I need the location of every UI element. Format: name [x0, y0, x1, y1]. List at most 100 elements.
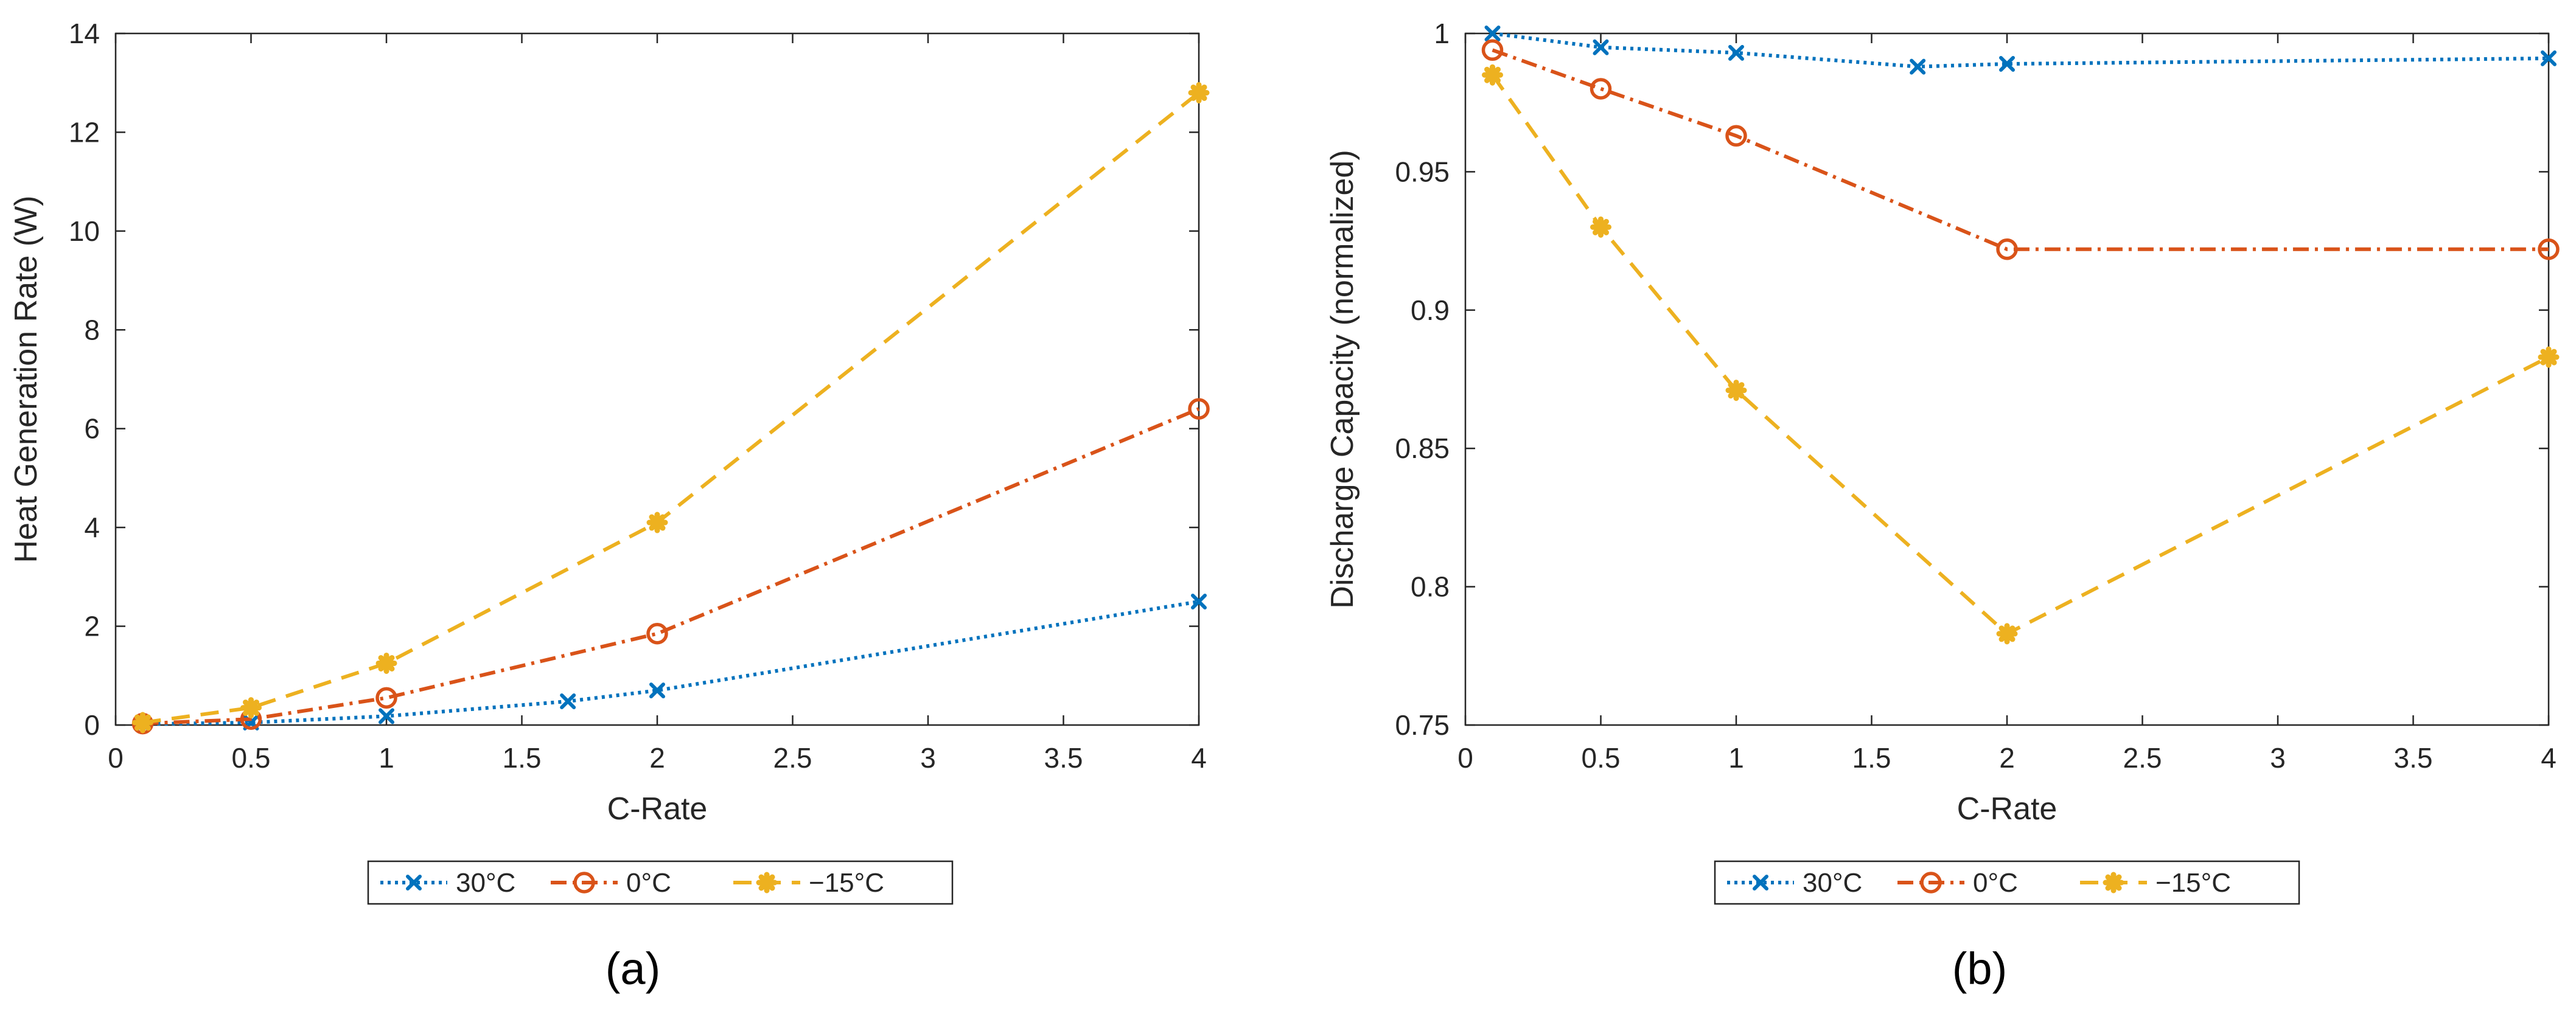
data-point: [1482, 64, 1503, 86]
data-point: [375, 652, 397, 674]
series-line: [1491, 74, 2550, 636]
data-point: [1725, 125, 1747, 147]
data-point: [646, 512, 668, 533]
series-line: [142, 600, 1199, 726]
data-point: [1996, 623, 2018, 645]
legend-label: 0°C: [626, 868, 671, 898]
data-point: [375, 687, 397, 709]
data-point: [1188, 398, 1210, 420]
x-tick-label: 0: [1457, 742, 1473, 774]
data-point: [1999, 56, 2015, 72]
legend-label: −15°C: [809, 868, 884, 898]
y-tick-label: 2: [84, 611, 100, 642]
legend-marker: [1920, 872, 1942, 894]
x-tick-label: 1.5: [503, 742, 542, 774]
data-point: [1910, 58, 1926, 75]
data-point: [1188, 82, 1210, 103]
legend-entry: 30°C: [380, 868, 515, 898]
legend-marker: [1753, 875, 1768, 890]
legend-entry: 0°C: [551, 868, 671, 898]
legend-box: [367, 860, 954, 905]
y-tick-label: 0.75: [1395, 709, 1450, 741]
x-tick-label: 3: [2270, 742, 2286, 774]
x-tick-label: 3.5: [2394, 742, 2433, 774]
x-tick-label: 2: [1999, 742, 2015, 774]
legend: 30°C 0°C −15°C: [367, 860, 954, 905]
data-point: [1996, 238, 2018, 260]
x-tick-label: 2.5: [773, 742, 812, 774]
y-tick-label: 0: [84, 709, 100, 741]
y-tick-label: 0.9: [1411, 294, 1450, 326]
series-line: [1492, 32, 2549, 69]
data-point: [560, 693, 576, 710]
legend-label: 0°C: [1973, 868, 2018, 898]
y-axis-label: Heat Generation Rate (W): [9, 195, 44, 563]
y-tick-label: 0.85: [1395, 432, 1450, 464]
legend-label: 30°C: [1803, 868, 1862, 898]
y-tick-label: 0.95: [1395, 156, 1450, 187]
chart-panel-b: 0 0.5 1 1.5 2 2.5 3 3.5 4 0.75 0.8 0.85 0.9 0.95 1 C-Ra…: [1325, 18, 2560, 994]
series-30c: [1484, 26, 2557, 75]
legend-entry: 0°C: [1897, 868, 2018, 898]
x-tick-label: 4: [1191, 742, 1207, 774]
data-point: [649, 682, 665, 699]
legend-marker: [756, 872, 778, 894]
series-line: [142, 407, 1200, 726]
legend-entry: −15°C: [733, 868, 884, 898]
data-point: [1590, 216, 1611, 238]
data-point: [1191, 593, 1207, 609]
data-point: [646, 623, 668, 645]
legend-marker: [573, 872, 595, 894]
x-tick-label: 1: [379, 742, 394, 774]
y-tick-label: 1: [1434, 18, 1450, 49]
x-tick-label: 0.5: [232, 742, 271, 774]
x-tick-label: 0: [108, 742, 124, 774]
x-axis-label: C-Rate: [607, 791, 708, 827]
y-tick-label: 10: [69, 215, 100, 247]
x-tick-label: 0.5: [1582, 742, 1621, 774]
plot-area: [114, 32, 1200, 726]
legend-marker: [406, 875, 422, 890]
data-point: [240, 697, 262, 719]
series-line: [1492, 48, 2549, 251]
data-point: [1593, 39, 1609, 55]
data-point: [1590, 78, 1612, 100]
chart-panel-a: 0 0.5 1 1.5 2 2.5 3 3.5 4 0 2 4 6 8 10 12 14 C-Rate Heat G…: [9, 18, 1210, 994]
x-tick-label: 3.5: [1044, 742, 1083, 774]
x-axis-label: C-Rate: [1957, 791, 2058, 827]
data-point: [379, 708, 394, 724]
series-minus15c: [132, 82, 1210, 734]
data-point: [1725, 380, 1747, 401]
legend-label: −15°C: [2155, 868, 2231, 898]
x-tick-label: 3: [920, 742, 936, 774]
x-tick-label: 2.5: [2123, 742, 2162, 774]
y-tick-label: 8: [84, 314, 100, 345]
legend-marker: [2103, 872, 2124, 894]
y-tick-label: 6: [84, 413, 100, 445]
panel-caption: (b): [1952, 943, 2007, 994]
x-tick-label: 4: [2541, 742, 2557, 774]
legend: 30°C 0°C −15°C: [1714, 860, 2300, 905]
legend-entry: −15°C: [2080, 868, 2231, 898]
data-point: [2541, 50, 2557, 66]
series-0c: [1481, 39, 2560, 260]
y-axis-label: Discharge Capacity (normalized): [1325, 150, 1360, 608]
data-point: [132, 712, 153, 734]
legend-label: 30°C: [456, 868, 515, 898]
y-tick-label: 4: [84, 512, 100, 543]
y-tick-label: 12: [69, 116, 100, 148]
data-point: [2538, 238, 2560, 260]
y-tick-label: 14: [69, 18, 100, 49]
series-minus15c: [1482, 64, 2560, 645]
data-point: [2538, 346, 2560, 368]
y-tick-label: 0.8: [1411, 571, 1450, 603]
panel-caption: (a): [606, 943, 660, 994]
data-point: [1728, 44, 1744, 61]
x-tick-label: 1.5: [1852, 742, 1891, 774]
legend-box: [1714, 860, 2300, 905]
legend-entry: 30°C: [1727, 868, 1862, 898]
data-point: [1484, 26, 1501, 41]
x-tick-label: 1: [1728, 742, 1744, 774]
